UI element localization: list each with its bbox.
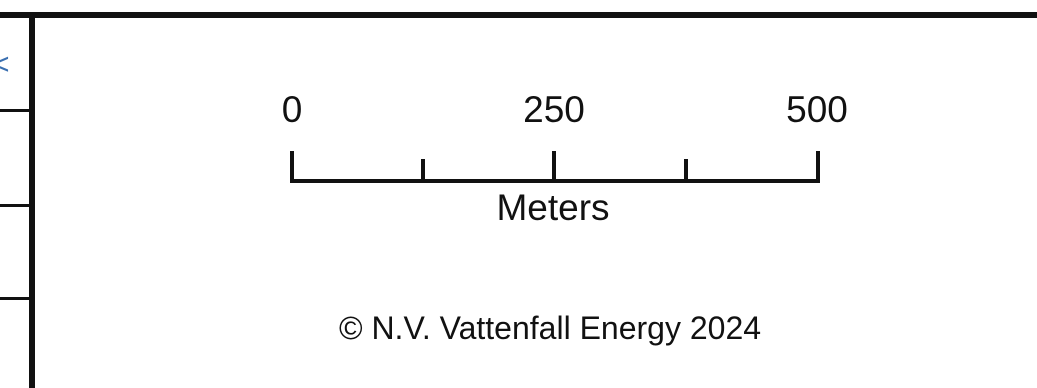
scale-label-500: 500 <box>786 89 848 130</box>
left-row-separator <box>0 297 30 300</box>
scale-bar-tick-minor <box>421 159 425 183</box>
scale-bar-tick-major <box>816 151 820 183</box>
scale-unit-label: Meters <box>496 187 610 228</box>
scale-label-0: 0 <box>281 89 303 130</box>
clipped-left-glyph: < <box>0 48 10 81</box>
copyright-text: © N.V. Vattenfall Energy 2024 <box>338 310 762 346</box>
scale-bar-tick-minor <box>684 159 688 183</box>
left-row-separator <box>0 204 30 207</box>
top-border <box>0 12 1037 18</box>
scale-bar-tick-major <box>552 151 556 183</box>
scale-bar-tick-major <box>290 151 294 183</box>
scale-label-250: 250 <box>523 89 585 130</box>
left-divider <box>29 12 35 388</box>
scale-bar <box>290 151 820 183</box>
left-row-separator <box>0 109 30 112</box>
